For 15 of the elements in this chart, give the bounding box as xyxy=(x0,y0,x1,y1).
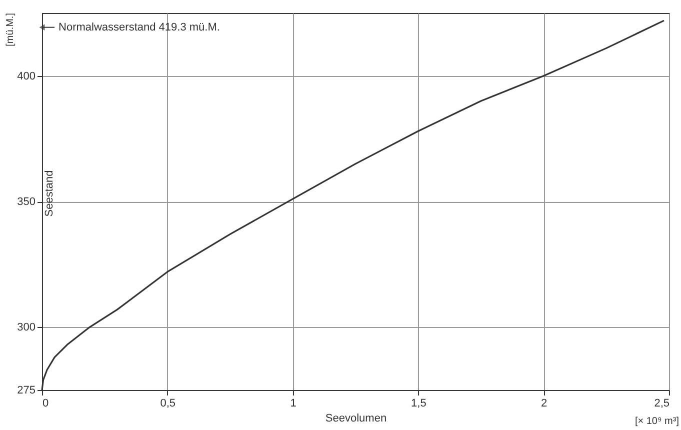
y-axis-title: Seestand xyxy=(44,170,56,217)
text: [× 10⁹ m³] xyxy=(634,416,680,427)
x-axis-title: Seevolumen xyxy=(325,412,387,424)
x-tick-label: 0 xyxy=(42,398,49,410)
annotation: Normalwasserstand 419.3 mü.M. xyxy=(58,21,220,34)
x-tick-label: 1,5 xyxy=(411,398,426,410)
x-tick-label: 2,5 xyxy=(654,398,670,410)
x-tick-label: 0,5 xyxy=(160,398,176,410)
y-tick-label: 300 xyxy=(17,322,36,334)
y-tick-label: 350 xyxy=(17,196,36,208)
x-tick-label: 2 xyxy=(541,398,548,410)
text: [mü.M.] xyxy=(5,12,16,46)
y-tick-label: 400 xyxy=(17,70,36,82)
x-tick-label: 1 xyxy=(290,398,296,410)
y-tick-label: 275 xyxy=(17,384,36,396)
